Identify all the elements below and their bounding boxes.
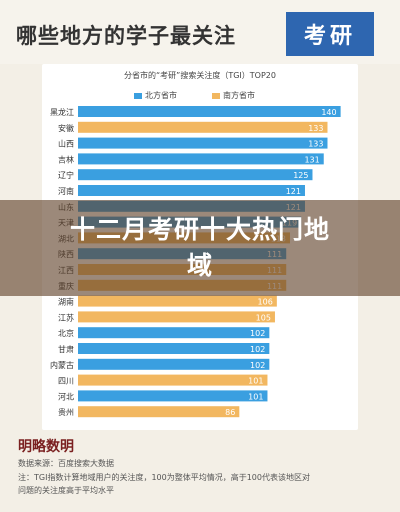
value-label: 121: [286, 187, 301, 196]
category-label: 北京: [58, 328, 74, 338]
category-label: 湖南: [58, 297, 74, 307]
value-label: 133: [308, 140, 323, 149]
bar: [78, 153, 324, 165]
title-badge: 考研: [286, 12, 374, 56]
header: 哪些地方的学子最关注 考研: [0, 0, 400, 64]
legend-item-south: 南方省市: [212, 90, 255, 101]
category-label: 甘肃: [58, 344, 74, 354]
bar: [78, 343, 270, 354]
bar: [78, 185, 305, 196]
legend-label-south: 南方省市: [223, 91, 255, 100]
category-label: 江苏: [58, 312, 74, 322]
value-label: 101: [248, 392, 263, 401]
value-label: 105: [256, 313, 271, 322]
legend-swatch-south: [212, 92, 220, 99]
bar: [78, 295, 277, 307]
data-source: 数据来源：百度搜索大数据: [18, 459, 114, 468]
value-label: 102: [250, 329, 265, 338]
bar: [78, 358, 270, 370]
value-label: 101: [248, 377, 263, 386]
bar: [78, 406, 240, 418]
category-label: 内蒙古: [50, 360, 74, 370]
overlay-title: 十二月考研十大热门地 域: [0, 212, 400, 284]
category-label: 黑龙江: [50, 107, 74, 117]
bar: [78, 327, 270, 339]
value-label: 133: [308, 124, 323, 133]
brand-logo: 明略数明: [18, 439, 74, 455]
chart-title: 分省市的“考研”搜索关注度（TGI）TOP20: [124, 71, 276, 80]
category-label: 四川: [58, 377, 74, 386]
overlay-title-line-2: 域: [186, 251, 213, 280]
bar: [78, 121, 328, 133]
value-label: 86: [225, 408, 235, 417]
category-label: 贵州: [58, 407, 74, 417]
value-label: 102: [250, 361, 265, 370]
bar: [78, 137, 328, 149]
bar: [78, 390, 268, 402]
value-label: 102: [250, 345, 265, 354]
category-label: 河北: [58, 391, 74, 401]
category-label: 安徽: [58, 123, 74, 133]
value-label: 106: [258, 298, 273, 307]
value-label: 140: [321, 108, 336, 117]
bar: [78, 374, 268, 386]
title-overlay-band: [0, 200, 400, 296]
page-title: 哪些地方的学子最关注: [16, 23, 236, 48]
footnote-line-2: 问题的关注度高于平均水平: [18, 486, 114, 495]
legend-swatch-north: [134, 92, 142, 99]
legend-label-north: 北方省市: [145, 91, 177, 100]
value-label: 125: [293, 171, 308, 180]
footnote-line-1: 注：TGI指数计算地域用户的关注度，100为整体平均情况，高于100代表该地区对: [18, 473, 310, 482]
value-label: 131: [304, 155, 319, 164]
bar: [78, 169, 313, 181]
category-label: 山西: [58, 139, 74, 149]
category-label: 吉林: [58, 154, 74, 164]
bar: [78, 311, 275, 323]
legend-item-north: 北方省市: [134, 90, 177, 101]
bar: [78, 106, 341, 117]
category-label: 辽宁: [58, 170, 74, 180]
category-label: 河南: [58, 186, 74, 196]
overlay-title-line-1: 十二月考研十大热门地: [69, 215, 330, 244]
